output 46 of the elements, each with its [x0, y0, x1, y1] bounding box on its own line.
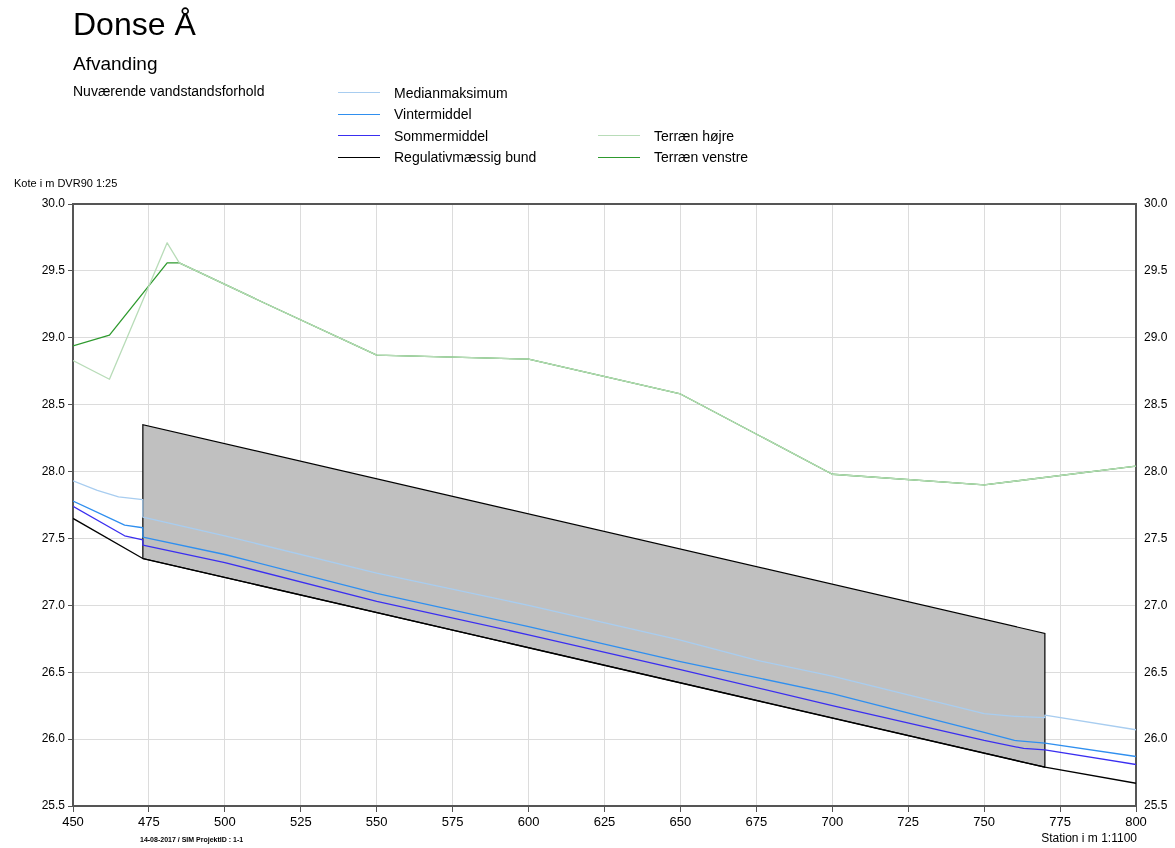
y2-tick-label: 29.0 — [1144, 330, 1168, 345]
y2-tick-label: 29.5 — [1144, 263, 1168, 278]
y2-tick-label: 26.0 — [1144, 731, 1168, 746]
y2-tick-label: 25.5 — [1144, 798, 1168, 813]
chart-title: Donse Å — [73, 6, 196, 43]
x-tick-label: 450 — [62, 814, 84, 830]
y-tick-label: 28.0 — [41, 463, 66, 478]
x-tick-label: 500 — [214, 814, 236, 830]
y-axis-title: Kote i m DVR90 1:25 — [14, 177, 118, 189]
y2-tick-label: 30.0 — [1144, 196, 1168, 211]
y2-tick-label: 27.0 — [1144, 597, 1168, 612]
legend-label: Terræn højre — [654, 127, 735, 144]
y-tick-label: 26.5 — [41, 664, 66, 679]
y-tick-label: 30.0 — [41, 196, 66, 211]
x-axis-title: Station i m 1:1100 — [1041, 831, 1137, 845]
x-tick-label: 725 — [897, 814, 920, 830]
y-tick-label: 25.5 — [41, 798, 66, 813]
y2-tick-label: 28.0 — [1144, 463, 1168, 478]
y-tick-label: 29.5 — [41, 263, 66, 278]
legend-title: Nuværende vandstandsforhold — [73, 83, 265, 99]
y-tick-label: 27.0 — [41, 597, 66, 612]
x-tick-label: 775 — [1049, 814, 1071, 830]
y2-tick-label: 27.5 — [1144, 530, 1168, 545]
x-tick-label: 525 — [289, 814, 312, 830]
legend-label: Medianmaksimum — [394, 84, 508, 101]
y-tick-label: 26.0 — [41, 731, 66, 746]
x-tick-label: 575 — [441, 814, 464, 830]
y2-tick-label: 26.5 — [1144, 664, 1168, 679]
x-tick-label: 750 — [973, 814, 995, 830]
legend-label: Sommermiddel — [394, 127, 489, 144]
legend-label: Regulativmæssig bund — [394, 149, 537, 166]
y-tick-label: 28.5 — [41, 396, 66, 411]
chart-subtitle: Afvanding — [73, 53, 158, 75]
x-tick-label: 700 — [821, 814, 844, 830]
legend-label: Terræn venstre — [654, 149, 749, 166]
x-tick-label: 550 — [365, 814, 388, 830]
x-tick-label: 800 — [1125, 814, 1147, 830]
y-tick-label: 27.5 — [41, 530, 66, 545]
x-tick-label: 675 — [745, 814, 768, 830]
legend-label: Vintermiddel — [394, 106, 472, 123]
x-tick-label: 650 — [669, 814, 692, 830]
y-tick-label: 29.0 — [41, 330, 66, 345]
x-tick-label: 475 — [138, 814, 160, 830]
x-tick-label: 625 — [593, 814, 616, 830]
x-tick-label: 600 — [517, 814, 540, 830]
y2-tick-label: 28.5 — [1144, 396, 1168, 411]
